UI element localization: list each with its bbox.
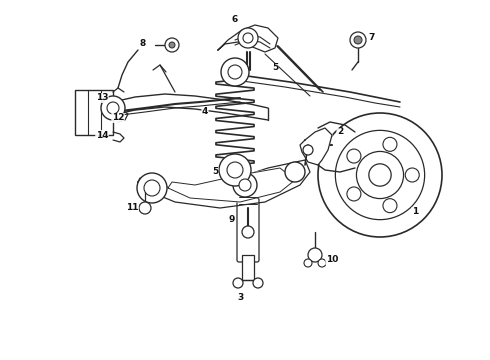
Circle shape xyxy=(219,154,251,186)
Circle shape xyxy=(369,164,391,186)
Text: 12: 12 xyxy=(112,113,124,122)
Text: 11: 11 xyxy=(126,203,138,212)
Text: 13: 13 xyxy=(96,94,108,103)
Circle shape xyxy=(242,226,254,238)
Polygon shape xyxy=(300,128,332,165)
Circle shape xyxy=(383,137,397,151)
Polygon shape xyxy=(218,25,278,52)
Circle shape xyxy=(318,259,326,267)
Circle shape xyxy=(165,38,179,52)
Text: 1: 1 xyxy=(412,207,418,216)
Circle shape xyxy=(354,36,362,44)
Circle shape xyxy=(233,173,257,197)
Circle shape xyxy=(239,179,251,191)
Circle shape xyxy=(303,145,313,155)
FancyBboxPatch shape xyxy=(237,198,259,262)
Text: 9: 9 xyxy=(229,216,235,225)
Circle shape xyxy=(227,162,243,178)
Circle shape xyxy=(253,278,263,288)
Circle shape xyxy=(335,130,425,220)
Circle shape xyxy=(144,180,160,196)
Circle shape xyxy=(350,32,366,48)
Circle shape xyxy=(101,96,125,120)
Circle shape xyxy=(347,187,361,201)
Circle shape xyxy=(243,33,253,43)
Polygon shape xyxy=(168,168,295,202)
Circle shape xyxy=(137,173,167,203)
Text: 3: 3 xyxy=(237,293,243,302)
Circle shape xyxy=(233,278,243,288)
Text: 5: 5 xyxy=(212,167,218,176)
Circle shape xyxy=(228,65,242,79)
Text: 5: 5 xyxy=(272,63,278,72)
Circle shape xyxy=(405,168,419,182)
Circle shape xyxy=(107,102,119,114)
Text: 10: 10 xyxy=(326,256,338,265)
Circle shape xyxy=(169,42,175,48)
Polygon shape xyxy=(138,160,310,208)
Circle shape xyxy=(347,149,361,163)
Text: 2: 2 xyxy=(337,127,343,136)
Text: 14: 14 xyxy=(96,130,108,139)
Circle shape xyxy=(318,113,442,237)
FancyBboxPatch shape xyxy=(75,90,113,135)
Text: 7: 7 xyxy=(369,33,375,42)
FancyBboxPatch shape xyxy=(242,255,254,280)
Circle shape xyxy=(356,152,404,199)
Text: 6: 6 xyxy=(232,15,238,24)
Text: 8: 8 xyxy=(140,40,146,49)
Text: 4: 4 xyxy=(202,108,208,117)
Circle shape xyxy=(383,199,397,213)
Circle shape xyxy=(304,259,312,267)
Circle shape xyxy=(221,58,249,86)
Circle shape xyxy=(139,202,151,214)
Circle shape xyxy=(308,248,322,262)
Circle shape xyxy=(285,162,305,182)
Circle shape xyxy=(238,28,258,48)
